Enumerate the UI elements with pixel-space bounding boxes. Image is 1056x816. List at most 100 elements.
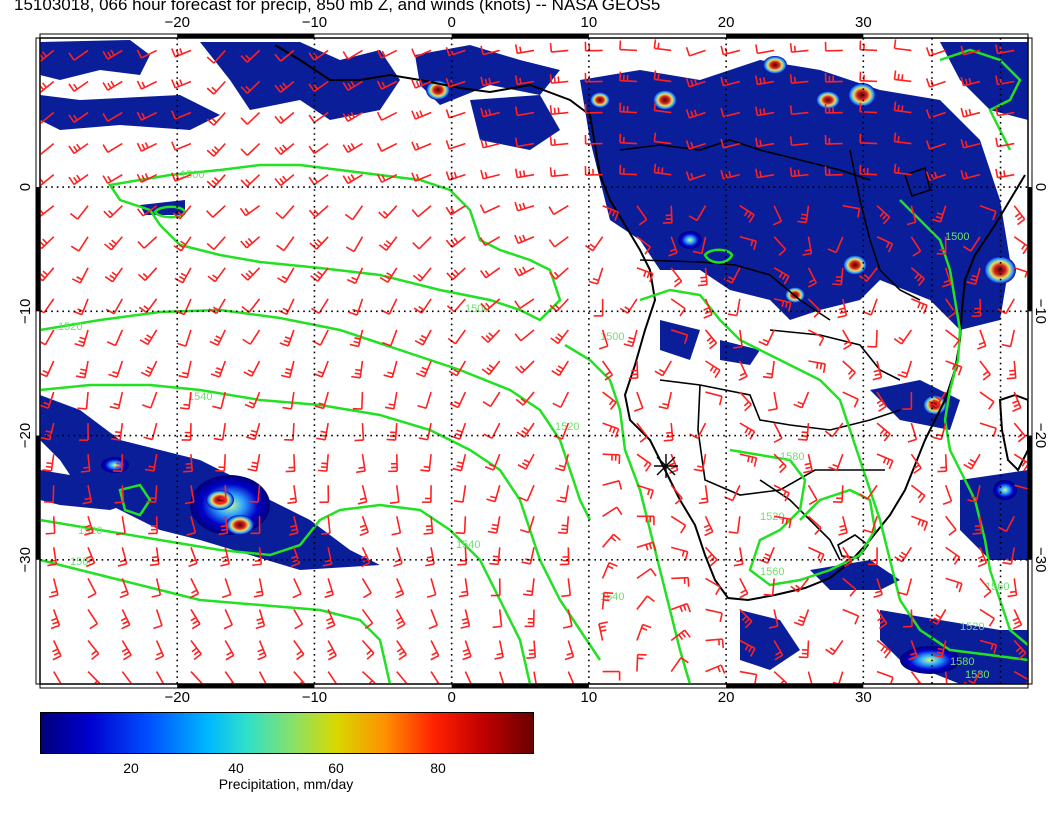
wind-barb bbox=[824, 166, 843, 176]
axis-segment bbox=[451, 34, 589, 38]
wind-barb bbox=[768, 609, 779, 629]
wind-barb bbox=[670, 629, 691, 642]
wind-barb bbox=[240, 49, 261, 63]
wind-barb bbox=[824, 135, 843, 145]
wind-barb bbox=[121, 671, 133, 684]
wind-barb bbox=[636, 515, 655, 526]
precip-area bbox=[940, 42, 1028, 120]
wind-barb bbox=[738, 360, 748, 381]
wind-barb bbox=[423, 516, 434, 535]
wind-barb bbox=[902, 392, 913, 410]
wind-barb bbox=[963, 453, 981, 470]
country-border bbox=[697, 384, 885, 496]
wind-barb bbox=[789, 105, 809, 116]
wind-barb bbox=[773, 670, 788, 684]
wind-barb bbox=[344, 205, 364, 221]
wind-barb bbox=[755, 75, 775, 86]
precip-core bbox=[590, 92, 610, 108]
wind-barb bbox=[670, 329, 689, 344]
wind-barb bbox=[74, 329, 89, 348]
wind-barb bbox=[418, 422, 432, 441]
wind-barb bbox=[685, 47, 706, 57]
wind-barb bbox=[548, 205, 569, 216]
lon-tick-label-bottom: 30 bbox=[855, 689, 872, 706]
wind-barb bbox=[342, 173, 363, 185]
wind-barb bbox=[308, 111, 329, 124]
wind-barb bbox=[448, 360, 467, 377]
wind-barb bbox=[258, 671, 268, 684]
wind-barb bbox=[121, 640, 132, 661]
precip-area bbox=[870, 380, 960, 430]
wind-barb bbox=[619, 164, 637, 176]
wind-barb bbox=[308, 205, 329, 218]
wind-barb bbox=[212, 391, 227, 410]
wind-barb bbox=[653, 101, 672, 114]
country-border bbox=[759, 479, 841, 561]
wind-barb bbox=[893, 70, 912, 83]
wind-barb bbox=[140, 360, 158, 378]
wind-barb bbox=[68, 173, 89, 186]
wind-barb bbox=[257, 640, 267, 661]
wind-barb bbox=[868, 547, 878, 566]
wind-barb bbox=[688, 205, 707, 222]
wind-barb bbox=[873, 578, 883, 599]
wind-barb bbox=[138, 267, 158, 282]
wind-barb bbox=[308, 142, 329, 155]
wind-barb bbox=[102, 111, 123, 122]
wind-barb bbox=[705, 638, 725, 649]
wind-barb bbox=[52, 640, 62, 661]
wind-barb bbox=[727, 298, 741, 317]
wind-barb bbox=[739, 391, 752, 412]
wind-barb bbox=[1001, 329, 1016, 348]
wind-barb bbox=[670, 267, 683, 288]
contour-label: 1500 bbox=[945, 231, 969, 243]
wind-barb bbox=[859, 484, 878, 500]
wind-barb bbox=[636, 541, 657, 552]
precip-area bbox=[740, 610, 800, 670]
wind-barb bbox=[977, 329, 987, 350]
wind-barb bbox=[893, 132, 912, 145]
contour-label: 1580 bbox=[780, 451, 804, 463]
wind-barb bbox=[705, 360, 721, 379]
wind-barb bbox=[789, 136, 809, 147]
lon-tick-label-top: 30 bbox=[855, 14, 872, 31]
wind-barb bbox=[911, 515, 929, 531]
contour-label: 1520 bbox=[78, 525, 102, 537]
wind-barb bbox=[669, 453, 679, 475]
wind-barb bbox=[136, 205, 158, 217]
wind-barb bbox=[479, 236, 501, 247]
wind-barb bbox=[995, 106, 1015, 117]
wind-barb bbox=[942, 484, 953, 506]
wind-barb bbox=[762, 360, 775, 379]
wind-barb bbox=[653, 39, 672, 52]
wind-barb bbox=[692, 236, 707, 255]
wind-barb bbox=[793, 391, 810, 409]
wind-barb bbox=[705, 391, 723, 406]
wind-barb bbox=[114, 485, 125, 504]
wind-barb bbox=[514, 266, 535, 277]
wind-barb bbox=[351, 360, 364, 379]
wind-barb bbox=[824, 72, 843, 83]
wind-barb bbox=[588, 267, 604, 285]
wind-barb bbox=[221, 578, 232, 599]
lon-tick-label-bottom: −20 bbox=[164, 689, 189, 706]
wind-barb bbox=[979, 608, 995, 627]
wind-barbs bbox=[40, 39, 1028, 684]
wind-barb bbox=[518, 484, 535, 502]
wind-barb bbox=[142, 391, 158, 409]
wind-barb bbox=[979, 391, 995, 410]
wind-barb bbox=[960, 170, 981, 180]
wind-barb bbox=[842, 360, 856, 380]
wind-barb bbox=[109, 391, 124, 410]
wind-barb bbox=[671, 576, 690, 587]
contour-line bbox=[107, 163, 562, 322]
precip-core bbox=[226, 515, 254, 535]
wind-barb bbox=[995, 168, 1015, 179]
axis-segment bbox=[451, 684, 589, 688]
axis-segment bbox=[36, 435, 40, 560]
wind-barb bbox=[274, 80, 295, 93]
wind-barb bbox=[82, 485, 93, 505]
wind-barb bbox=[658, 391, 673, 410]
wind-barb bbox=[876, 453, 894, 470]
wind-barb bbox=[308, 80, 329, 92]
